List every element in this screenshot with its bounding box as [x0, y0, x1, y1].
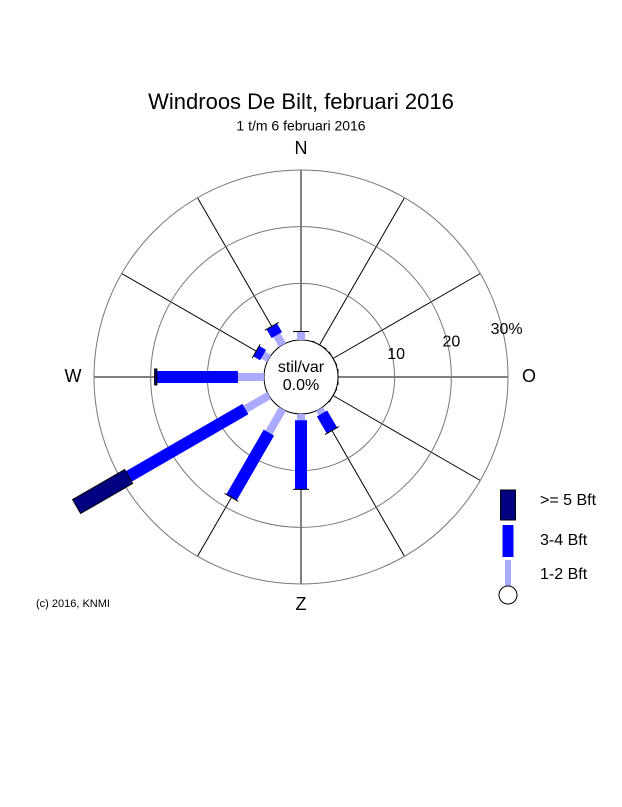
footnote: (c) 2016, KNMI [36, 598, 110, 610]
bar-segment [266, 323, 282, 339]
bar-segment [297, 331, 305, 340]
r-tick-label: 10 [387, 346, 405, 363]
bar-segment [328, 388, 338, 403]
ring [93, 169, 509, 585]
bar-segment [316, 410, 338, 434]
bar-segment [324, 426, 340, 436]
bar-segment [265, 407, 286, 435]
spoke [121, 273, 270, 359]
spoke [319, 197, 405, 346]
legend-swatch [502, 525, 514, 557]
bar-segment [297, 414, 305, 421]
bar-segment [316, 407, 326, 416]
legend-label: 3-4 Bft [540, 532, 588, 549]
chart-title: Windroos De Bilt, februari 2016 [148, 89, 454, 114]
bar-segment [237, 373, 264, 381]
bar-segment [71, 468, 134, 515]
compass-label: O [522, 366, 536, 386]
bar-segment [125, 403, 249, 482]
bar-segment [328, 351, 338, 366]
calm-label: stil/var [278, 359, 325, 376]
bar-segment [226, 429, 275, 501]
bar-segment [295, 420, 307, 490]
spoke [197, 197, 283, 346]
compass-label: Z [296, 594, 307, 614]
legend-label: >= 5 Bft [540, 492, 597, 509]
bar-segment [273, 333, 286, 347]
r-tick-label: 30% [491, 321, 523, 338]
compass-label: W [65, 366, 82, 386]
chart-subtitle: 1 t/m 6 februari 2016 [236, 118, 365, 134]
bars [71, 321, 340, 515]
bar-segment [261, 351, 271, 362]
r-tick-label: 20 [442, 334, 460, 351]
bar-segment [251, 343, 261, 359]
calm-value: 0.0% [283, 377, 319, 394]
spoke [332, 395, 481, 481]
bar-segment [224, 492, 239, 502]
compass-label: N [295, 138, 308, 158]
legend: 1-2 Bft 3-4 Bft >= 5 Bft [498, 489, 597, 605]
bar-segment [264, 321, 279, 331]
spoke [319, 408, 405, 557]
legend-swatch [500, 489, 516, 521]
legend-calm [498, 585, 518, 605]
ring [150, 226, 452, 528]
legend-swatch [505, 560, 511, 590]
bar-segment [156, 371, 238, 383]
bar-segment [243, 392, 271, 413]
spoke [332, 273, 481, 359]
bar-segment [312, 340, 327, 350]
bar-segment [154, 368, 158, 386]
legend-label: 1-2 Bft [540, 566, 588, 583]
bar-segment [253, 345, 267, 361]
